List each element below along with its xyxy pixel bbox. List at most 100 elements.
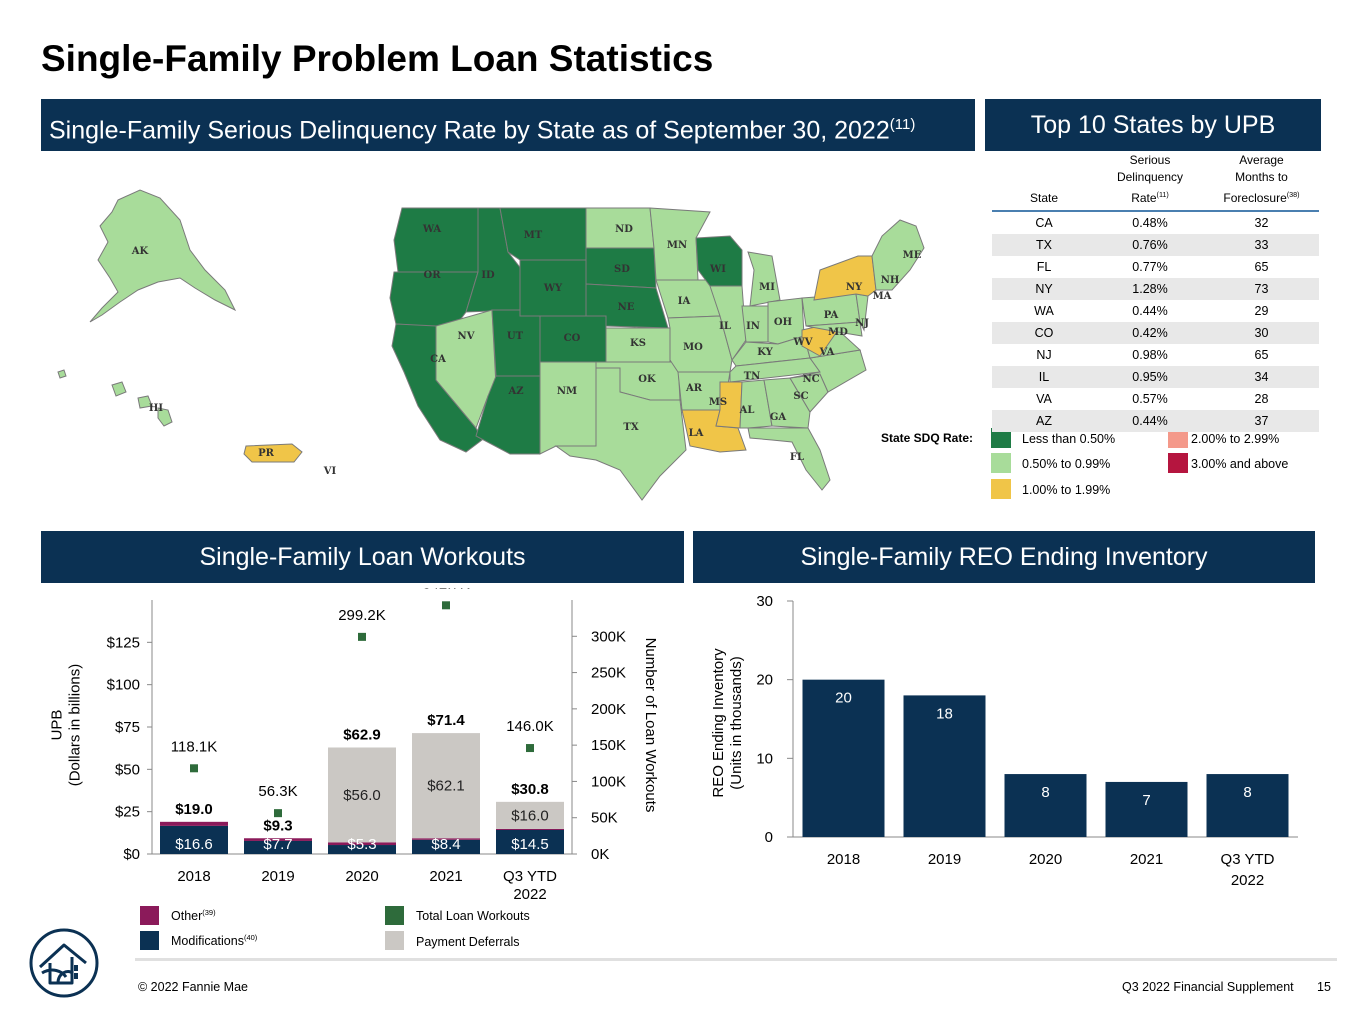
map-label-ia: IA	[678, 296, 691, 307]
map-label-ar: AR	[685, 383, 703, 394]
map-label-pr: PR	[258, 448, 275, 459]
workouts-marker	[526, 744, 534, 753]
data-label-reo: 8	[1243, 784, 1251, 801]
map-label-nj: NJ	[855, 318, 869, 329]
y-tick-label: 0	[765, 829, 773, 846]
data-label-reo: 8	[1041, 784, 1049, 801]
data-label-workouts: 146.0K	[506, 718, 554, 735]
map-label-ut: UT	[507, 331, 524, 342]
bar-modifications	[328, 845, 396, 854]
x-tick-label: 2019	[928, 851, 961, 868]
map-label-pa: PA	[824, 310, 839, 321]
page-title: Single-Family Problem Loan Statistics	[41, 38, 714, 79]
workouts-section-header: Single-Family Loan Workouts	[41, 531, 684, 583]
map-label-ga: GA	[770, 412, 787, 423]
map-label-ca: CA	[430, 354, 446, 365]
data-label-workouts: 56.3K	[258, 783, 297, 800]
map-label-sd: SD	[614, 264, 630, 275]
map-state-md	[805, 321, 863, 337]
x-tick-label: 2022	[513, 886, 546, 903]
map-label-la: LA	[689, 428, 704, 439]
map-label-md: MD	[828, 327, 848, 338]
y2-tick-label: 100K	[591, 773, 626, 790]
map-label-ky: KY	[757, 347, 773, 358]
map-label-id: ID	[481, 270, 495, 281]
bar-payment-deferrals	[496, 801, 564, 829]
data-label-deferrals: $62.1	[427, 778, 465, 795]
map-label-vi: VI	[323, 466, 337, 477]
top10-section-header: Top 10 States by UPB	[985, 99, 1321, 151]
map-state-ms	[715, 381, 743, 429]
map-section-footnote: (11)	[889, 116, 916, 133]
bar-reo	[1206, 774, 1289, 837]
map-label-nd: ND	[615, 224, 633, 235]
data-label-total: $30.8	[511, 781, 549, 798]
map-state-nm	[539, 361, 597, 455]
x-tick-label: 2019	[261, 868, 294, 885]
table-row: VA 0.57% 28	[1036, 392, 1269, 406]
y2-tick-label: 150K	[591, 737, 626, 754]
map-label-or: OR	[423, 270, 441, 281]
reo-inventory-chart: 0 10 20 30 REO Ending Inventory(Units in tho…	[710, 593, 1298, 889]
map-state-pr	[243, 443, 303, 463]
map-label-wv: WV	[793, 337, 813, 348]
map-section-header: Single-Family Serious Delinquency Rate b…	[41, 99, 975, 151]
state-delinquency-map: WA MT ND MN ME OR ID SD WI NH MA WY NY M…	[57, 189, 925, 501]
sdq-legend-swatch-100-199	[991, 479, 1011, 499]
data-label-total: $9.3	[263, 817, 292, 834]
map-label-nv: NV	[458, 331, 475, 342]
data-label-reo: 7	[1142, 792, 1150, 809]
table-row: CO 0.42% 30	[992, 322, 1319, 344]
bar-other	[328, 842, 396, 846]
workouts-marker	[442, 601, 450, 610]
bar-reo	[1105, 781, 1188, 837]
bar-reo	[1004, 774, 1087, 837]
map-label-wy: WY	[543, 283, 563, 294]
col-header-sdq-rate: Serious Delinquency Rate(11)	[1096, 150, 1204, 212]
data-label-deferrals: $56.0	[343, 787, 381, 804]
sdq-legend-swatch-200-299	[1168, 428, 1188, 448]
x-tick-label: Q3 YTD	[503, 868, 557, 885]
data-label-workouts: 342.7K	[422, 588, 470, 592]
footer-page-number: 15	[1317, 980, 1331, 994]
y-tick-label: $100	[107, 677, 140, 694]
footer-document-name: Q3 2022 Financial Supplement	[1122, 980, 1294, 994]
data-label-total: $62.9	[343, 726, 381, 743]
y2-tick-label: 250K	[591, 665, 626, 682]
sdq-legend-label-300-up: 3.00% and above	[1191, 457, 1289, 471]
map-state-ne-states	[871, 219, 925, 291]
map-label-tx: TX	[623, 422, 638, 433]
y2-tick-label: 0K	[591, 846, 609, 863]
map-label-va: VA	[819, 347, 835, 358]
map-label-sc: SC	[793, 391, 808, 402]
map-label-nc: NC	[802, 374, 819, 385]
bar-other	[160, 821, 228, 826]
map-state-ga	[763, 377, 811, 429]
x-tick-label: 2018	[177, 868, 210, 885]
table-row: FL 0.77% 65	[1036, 260, 1269, 274]
map-label-mo: MO	[683, 342, 703, 353]
bar-payment-deferrals	[328, 747, 396, 843]
data-label-modifications: $7.7	[263, 836, 292, 853]
x-tick-label: 2018	[827, 851, 860, 868]
map-label-mn: MN	[667, 240, 687, 251]
y-tick-label: 20	[756, 672, 773, 689]
y2-tick-label: 300K	[591, 628, 626, 645]
table-row: WA 0.44% 29	[1034, 304, 1269, 318]
bar-modifications	[160, 825, 228, 854]
map-state-wi	[695, 235, 743, 287]
map-state-ut	[491, 309, 541, 377]
legend-label-total-workouts: Total Loan Workouts	[416, 909, 530, 923]
x-tick-label: 2020	[1029, 851, 1062, 868]
bar-payment-deferrals	[412, 733, 480, 839]
map-label-me: ME	[903, 250, 922, 261]
map-state-wa	[393, 207, 479, 273]
map-label-wi: WI	[709, 264, 726, 275]
map-label-oh: OH	[774, 317, 792, 328]
map-label-ny: NY	[846, 282, 863, 293]
bar-modifications	[244, 840, 312, 854]
map-label-tn: TN	[744, 371, 761, 382]
sdq-legend-title: State SDQ Rate:	[881, 431, 974, 445]
footer-copyright: © 2022 Fannie Mae	[138, 980, 248, 994]
x-tick-label: Q3 YTD	[1221, 851, 1275, 868]
